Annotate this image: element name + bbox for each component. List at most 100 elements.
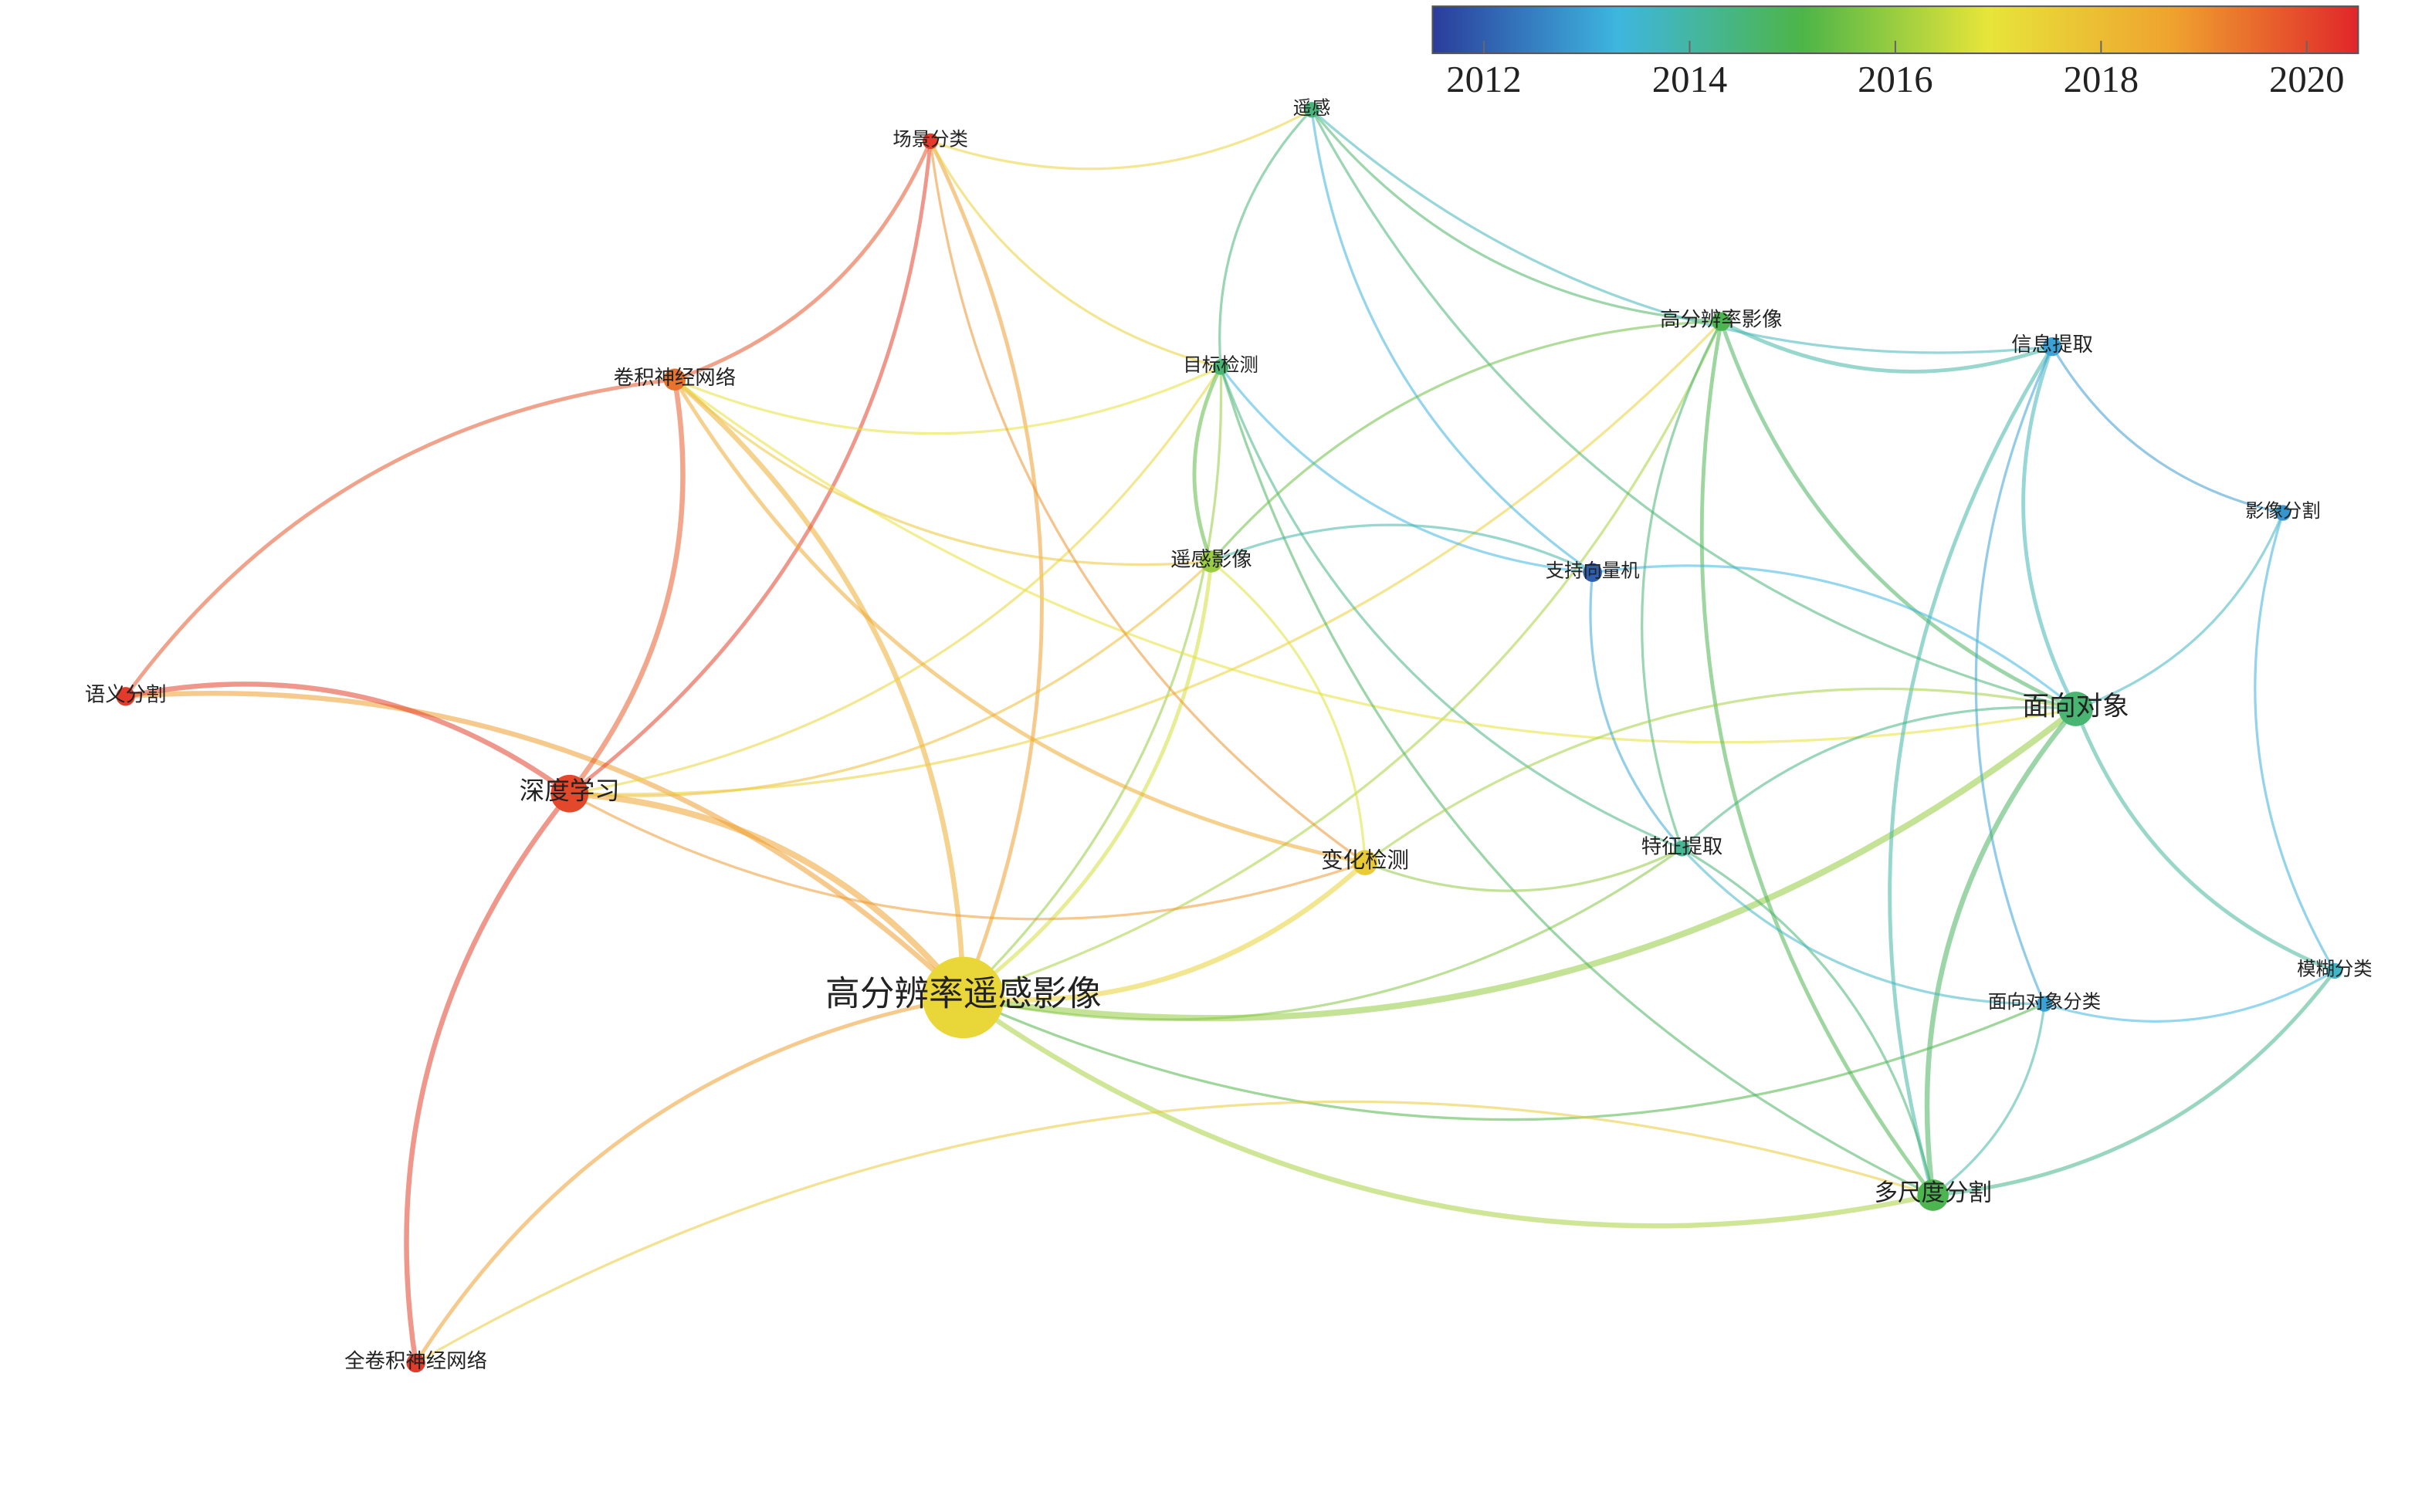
edge: [929, 140, 1221, 369]
node: [1674, 841, 1690, 857]
edge: [2074, 708, 2335, 973]
edge: [125, 682, 571, 796]
node: [1712, 312, 1731, 331]
edge: [1681, 847, 1935, 1196]
node: [1303, 102, 1320, 118]
edge: [124, 377, 676, 698]
edge: [672, 377, 967, 998]
edge: [674, 140, 933, 382]
node-label: 支持向量机: [1546, 560, 1640, 581]
edge: [569, 560, 1213, 797]
node: [550, 774, 589, 813]
edge: [1192, 366, 1223, 563]
node: [922, 956, 1004, 1039]
node-label: 特征提取: [1641, 834, 1723, 857]
edge: [963, 706, 2078, 1022]
edge: [1720, 320, 2053, 374]
edge: [414, 996, 964, 1365]
edge: [125, 691, 966, 1000]
edge: [1310, 109, 2077, 711]
edge: [569, 790, 966, 1000]
colorbar-tick-label: 2012: [1446, 59, 1522, 100]
edge: [963, 861, 1367, 1003]
edge: [415, 1100, 1934, 1365]
edge: [674, 366, 1221, 435]
edge: [963, 996, 2045, 1121]
edge: [2051, 346, 2284, 515]
edge: [2075, 512, 2285, 711]
node: [922, 133, 939, 150]
edge: [673, 378, 1212, 567]
edge: [1932, 1003, 2046, 1196]
colorbar-tick-label: 2016: [1858, 59, 1933, 100]
edge: [569, 366, 1222, 795]
node: [406, 1353, 425, 1373]
edge: [568, 140, 933, 796]
node-label: 面向对象分类: [1988, 992, 2101, 1013]
nodes: [116, 102, 2343, 1373]
node: [2274, 505, 2291, 521]
node: [663, 368, 686, 391]
node: [116, 687, 135, 706]
edge: [1211, 523, 1594, 574]
edge: [1219, 367, 1934, 1196]
edge: [1310, 109, 2053, 354]
node-label: 遥感: [1293, 98, 1331, 119]
edge: [1932, 969, 2336, 1197]
node: [1583, 563, 1602, 582]
node: [1200, 550, 1223, 573]
node-label: 面向对象: [2023, 692, 2129, 721]
edge: [1681, 847, 2044, 1006]
edge: [672, 378, 1366, 865]
edge: [961, 995, 1934, 1229]
edge: [2021, 346, 2078, 710]
node-label: 遥感影像: [1170, 548, 1252, 571]
edge: [1592, 564, 2077, 710]
edge: [1924, 707, 2078, 1196]
edge: [1974, 346, 2054, 1005]
node-label: 全卷积神经网络: [344, 1349, 487, 1372]
edge: [1364, 847, 1683, 892]
edge: [568, 792, 1366, 921]
edge: [929, 140, 1366, 864]
edges: [124, 108, 2336, 1365]
node-label: 变化检测: [1321, 848, 1409, 873]
node-label: 高分辨率影像: [1660, 308, 1782, 331]
node: [2036, 996, 2053, 1012]
edge: [404, 792, 572, 1364]
edge: [930, 108, 1313, 171]
edge: [1219, 366, 1683, 850]
colorbar-tick-label: 2014: [1652, 59, 1728, 100]
edge: [928, 140, 1044, 999]
node-label: 场景分类: [893, 129, 968, 150]
edge: [1218, 109, 1313, 367]
node-label: 深度学习: [520, 777, 620, 806]
edge: [2044, 969, 2335, 1023]
node: [1212, 359, 1229, 375]
edge: [2254, 512, 2336, 972]
node-label: 目标检测: [1183, 355, 1258, 376]
node: [2058, 692, 2093, 726]
edge: [569, 320, 1722, 796]
edge: [962, 561, 1214, 1000]
colorbar-tick-label: 2020: [2269, 59, 2345, 100]
edge: [1888, 345, 2054, 1196]
edge: [1719, 320, 2077, 711]
node-label: 信息提取: [2011, 333, 2093, 356]
node-label: 语义分割: [85, 682, 167, 705]
color-legend: 2012 2014 2016 2018 2020: [1431, 5, 2359, 100]
edge: [962, 367, 1223, 999]
edge: [1589, 572, 1683, 850]
node: [2042, 337, 2062, 357]
node: [1917, 1179, 1949, 1211]
node-label: 影像分割: [2245, 501, 2321, 522]
colorbar-tick-label: 2018: [2064, 59, 2139, 100]
edge: [963, 320, 1722, 999]
edge: [1210, 560, 1367, 863]
edge: [1641, 320, 1722, 849]
edge: [1310, 109, 1722, 323]
edge: [1364, 687, 2076, 864]
edge: [673, 378, 2076, 744]
